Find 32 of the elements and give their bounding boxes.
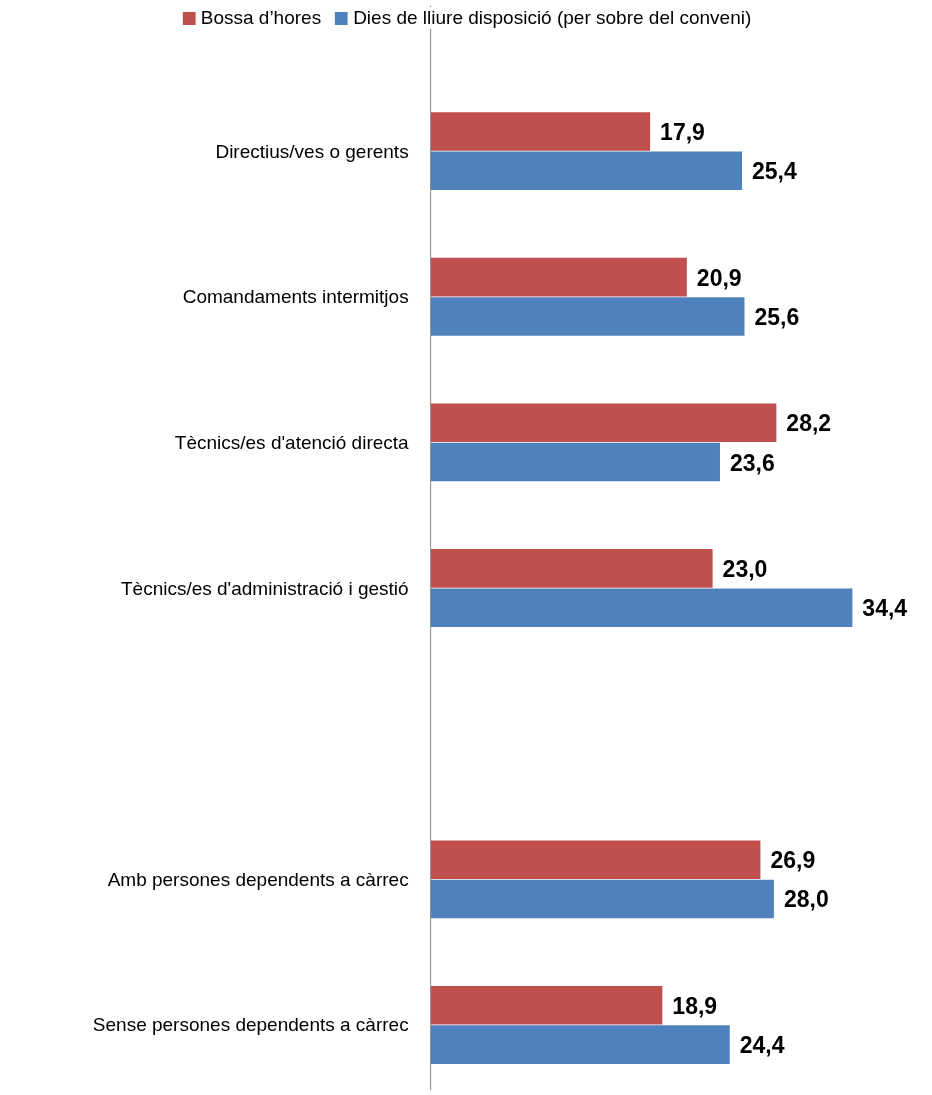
data-label: 34,4 <box>862 595 908 622</box>
bar <box>430 879 774 919</box>
bar <box>430 151 743 191</box>
legend-label: Bossa d’hores <box>200 7 322 29</box>
legend-label: Dies de lliure disposició (per sobre del conveni) <box>353 7 752 29</box>
y-tick-label: Amb persones dependents a càrrec <box>107 868 409 890</box>
bar <box>430 549 713 588</box>
y-tick-label: Sense persones dependents a càrrec <box>92 1014 409 1036</box>
bar <box>430 297 745 336</box>
data-label: 28,2 <box>786 410 832 437</box>
data-label: 25,4 <box>752 158 798 185</box>
bar <box>430 588 853 627</box>
bar <box>430 442 720 482</box>
data-label: 23,0 <box>722 555 768 582</box>
data-label: 20,9 <box>696 264 742 291</box>
y-tick-label: Directius/ves o gerents <box>215 140 409 162</box>
bar <box>430 986 663 1025</box>
y-tick-label: Tècnics/es d'atenció directa <box>174 431 410 453</box>
y-tick-label: Tècnics/es d'administració i gestió <box>120 577 409 599</box>
bar <box>430 840 761 879</box>
y-tick-label: Comandaments intermitjos <box>182 286 409 308</box>
data-label: 25,6 <box>754 303 800 330</box>
bar <box>430 1025 730 1064</box>
bar <box>430 403 777 443</box>
data-label: 24,4 <box>739 1032 785 1059</box>
data-label: 28,0 <box>783 886 829 913</box>
bar <box>430 257 687 297</box>
bar <box>430 112 651 151</box>
data-label: 26,9 <box>770 847 816 874</box>
data-label: 17,9 <box>660 118 705 145</box>
data-label: 18,9 <box>672 992 718 1019</box>
data-label: 23,6 <box>729 449 775 476</box>
